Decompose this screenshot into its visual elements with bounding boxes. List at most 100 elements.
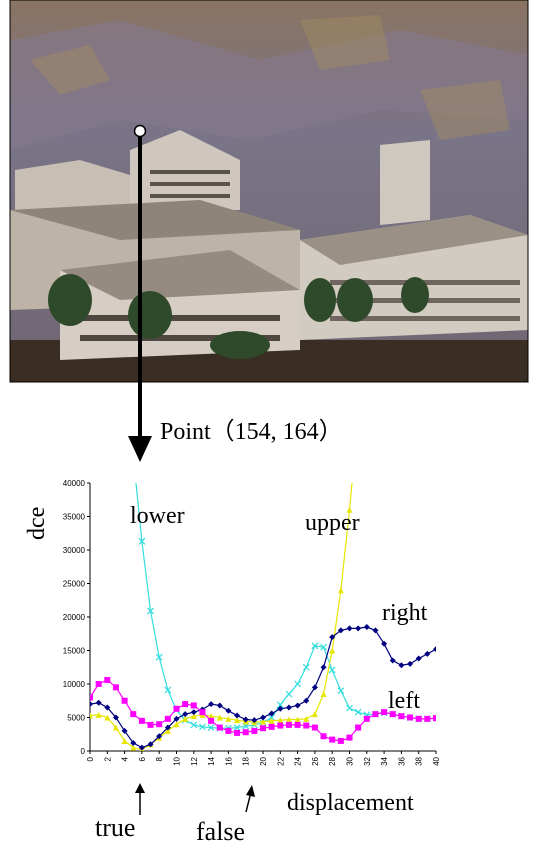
x-tick-label: 18 (242, 756, 251, 765)
x-tick-label: 8 (155, 756, 164, 761)
data-point (303, 723, 309, 729)
data-point (191, 709, 197, 715)
series-label: left (388, 688, 420, 714)
data-point (286, 722, 292, 728)
data-point (295, 722, 301, 728)
data-point (407, 715, 413, 721)
data-point (174, 706, 180, 712)
data-point (208, 718, 214, 724)
x-tick-label: 12 (190, 756, 199, 765)
y-tick-label: 15000 (63, 647, 86, 656)
data-point (122, 738, 128, 744)
data-point (208, 701, 214, 707)
data-point (303, 698, 309, 704)
data-point (355, 709, 361, 715)
data-point (407, 661, 413, 667)
data-point (381, 641, 387, 647)
x-tick-label: 28 (328, 756, 337, 765)
data-point (416, 716, 422, 722)
data-point (321, 691, 327, 697)
data-point (148, 722, 154, 728)
data-point (372, 627, 378, 633)
point-arrowhead (128, 436, 152, 462)
data-point (225, 708, 231, 714)
data-point (312, 684, 318, 690)
data-point (364, 624, 370, 630)
y-axis-label: dce (24, 507, 50, 540)
data-point (191, 702, 197, 708)
y-tick-label: 40000 (63, 479, 86, 488)
data-point (174, 721, 180, 727)
data-point (424, 651, 430, 657)
x-tick-label: 32 (363, 756, 372, 765)
data-point (104, 677, 110, 683)
data-point (347, 705, 353, 711)
x-tick-label: 34 (380, 756, 389, 765)
x-tick-label: 26 (311, 756, 320, 765)
point-label: Point（154, 164） (160, 419, 343, 445)
x-tick-label: 38 (415, 756, 424, 765)
data-point (416, 656, 422, 662)
data-point (321, 664, 327, 670)
data-point (329, 737, 335, 743)
x-tick-label: 14 (207, 756, 216, 765)
series-label: lower (130, 503, 185, 529)
annotation-arrowhead (246, 785, 255, 797)
x-tick-label: 0 (86, 756, 95, 761)
data-point (295, 681, 301, 687)
point-marker (135, 126, 146, 137)
series-line (90, 416, 358, 750)
data-point (113, 684, 119, 690)
series-label: upper (305, 510, 360, 536)
data-point (390, 658, 396, 664)
y-tick-label: 20000 (63, 613, 86, 622)
x-tick-label: 10 (173, 756, 182, 765)
data-point (122, 698, 128, 704)
y-tick-label: 30000 (63, 546, 86, 555)
figure: Point（154, 164） true false displacement … (0, 0, 538, 850)
data-point (96, 681, 102, 687)
data-point (338, 587, 344, 593)
data-point (329, 667, 335, 673)
data-point (130, 453, 136, 459)
plot-clip (87, 413, 439, 753)
x-axis-label: displacement (287, 790, 414, 816)
data-point (321, 733, 327, 739)
data-point (286, 691, 292, 697)
data-point (338, 738, 344, 744)
data-point (269, 724, 275, 730)
y-tick-label: 5000 (67, 714, 85, 723)
data-point (182, 701, 188, 707)
x-tick-label: 2 (103, 756, 112, 761)
data-point (355, 625, 361, 631)
data-point (251, 728, 257, 734)
data-point (355, 725, 361, 731)
data-point (372, 711, 378, 717)
data-point (225, 728, 231, 734)
data-point (312, 725, 318, 731)
data-point (217, 725, 223, 731)
x-tick-label: 16 (224, 756, 233, 765)
data-point (87, 701, 93, 707)
data-point (277, 723, 283, 729)
y-tick-label: 0 (81, 747, 86, 756)
annotation: false (196, 817, 245, 846)
data-point (156, 721, 162, 727)
data-point (243, 729, 249, 735)
data-point (286, 704, 292, 710)
x-tick-label: 20 (259, 756, 268, 765)
data-point (433, 715, 439, 721)
data-point (130, 711, 136, 717)
y-tick-label: 10000 (63, 680, 86, 689)
data-point (347, 735, 353, 741)
series-label: right (382, 600, 428, 626)
y-tick-label: 25000 (63, 580, 86, 589)
x-tick-label: 24 (294, 756, 303, 765)
x-tick-label: 6 (138, 756, 147, 761)
data-point (260, 725, 266, 731)
x-tick-label: 36 (397, 756, 406, 765)
data-point (104, 715, 110, 721)
x-tick-label: 40 (432, 756, 441, 765)
data-point (234, 712, 240, 718)
y-tick-label: 35000 (63, 513, 86, 522)
